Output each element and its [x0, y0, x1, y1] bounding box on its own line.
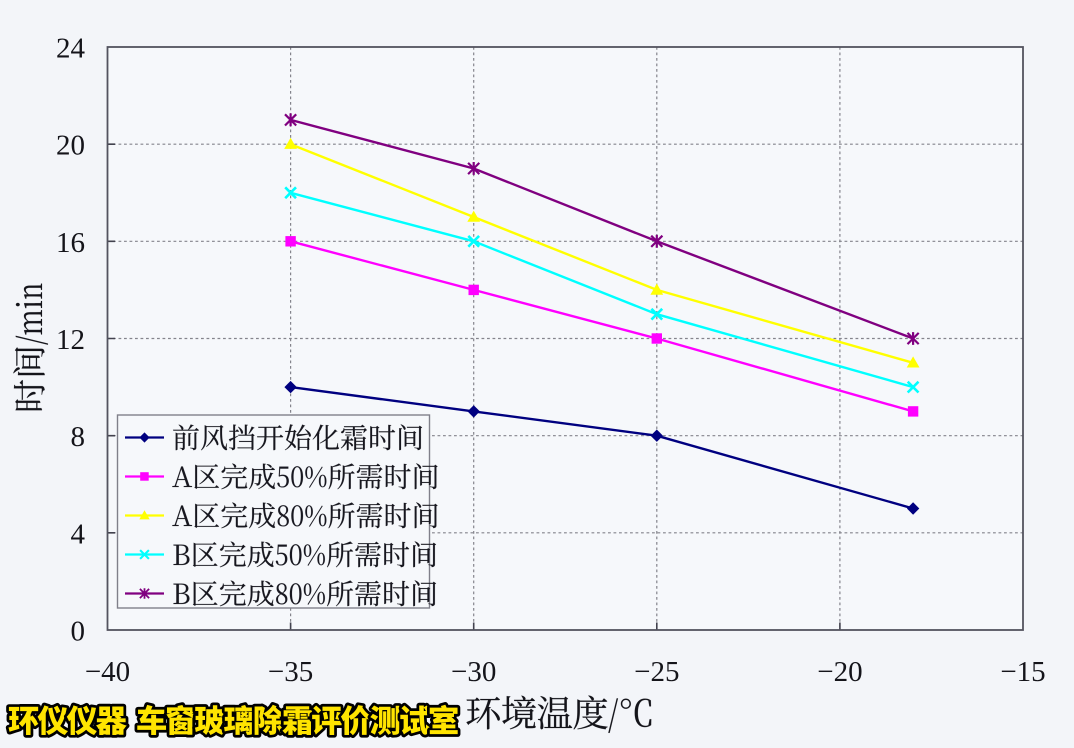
- svg-text:−35: −35: [268, 656, 313, 688]
- svg-text:−40: −40: [85, 656, 130, 688]
- svg-text:−25: −25: [634, 656, 679, 688]
- svg-text:12: 12: [56, 324, 85, 356]
- svg-text:4: 4: [71, 518, 86, 550]
- svg-text:−30: −30: [451, 656, 496, 688]
- svg-text:−20: −20: [817, 656, 862, 688]
- svg-text:0: 0: [71, 616, 86, 648]
- svg-text:20: 20: [56, 130, 85, 162]
- svg-text:8: 8: [71, 421, 86, 453]
- svg-text:−15: −15: [1000, 656, 1045, 688]
- svg-text:16: 16: [56, 227, 85, 259]
- svg-text:24: 24: [56, 33, 86, 65]
